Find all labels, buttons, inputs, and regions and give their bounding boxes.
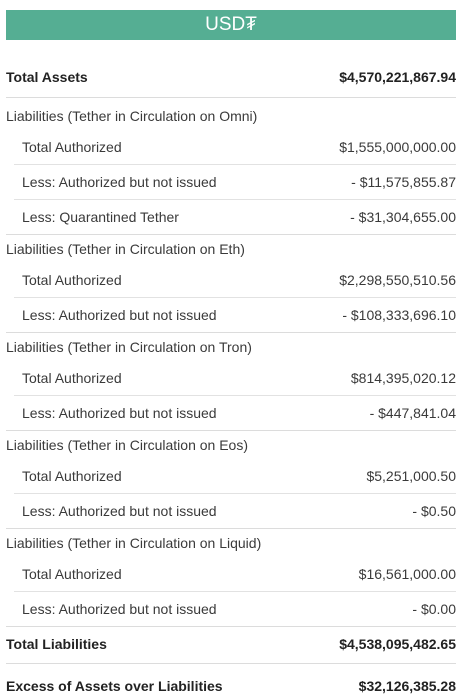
row-label: Less: Authorized but not issued	[22, 174, 217, 190]
omni-title: Liabilities (Tether in Circulation on Om…	[6, 108, 258, 124]
excess-row: Excess of Assets over Liabilities $32,12…	[6, 675, 456, 697]
divider	[14, 591, 456, 592]
divider	[6, 332, 456, 333]
omni-quarantined-row: Less: Quarantined Tether - $31,304,655.0…	[6, 206, 456, 228]
liquid-section-title: Liabilities (Tether in Circulation on Li…	[6, 532, 456, 554]
eth-title: Liabilities (Tether in Circulation on Et…	[6, 241, 245, 257]
currency-header: USD₮	[6, 10, 456, 40]
row-label: Total Authorized	[22, 566, 122, 582]
row-label: Less: Authorized but not issued	[22, 503, 217, 519]
divider	[6, 97, 456, 98]
liquid-title: Liabilities (Tether in Circulation on Li…	[6, 535, 262, 551]
divider	[6, 528, 456, 529]
row-label: Less: Quarantined Tether	[22, 209, 179, 225]
row-label: Less: Authorized but not issued	[22, 601, 217, 617]
row-label: Total Authorized	[22, 370, 122, 386]
omni-total-authorized-row: Total Authorized $1,555,000,000.00	[6, 136, 456, 158]
omni-section-title: Liabilities (Tether in Circulation on Om…	[6, 105, 456, 127]
divider	[14, 297, 456, 298]
total-liabilities-row: Total Liabilities $4,538,095,482.65	[6, 633, 456, 655]
excess-value: $32,126,385.28	[358, 678, 456, 694]
row-label: Less: Authorized but not issued	[22, 307, 217, 323]
tron-title: Liabilities (Tether in Circulation on Tr…	[6, 339, 252, 355]
row-label: Total Authorized	[22, 272, 122, 288]
eos-section-title: Liabilities (Tether in Circulation on Eo…	[6, 434, 456, 456]
divider	[14, 395, 456, 396]
eth-total-authorized-row: Total Authorized $2,298,550,510.56	[6, 269, 456, 291]
total-assets-value: $4,570,221,867.94	[339, 69, 456, 85]
total-liabilities-value: $4,538,095,482.65	[339, 636, 456, 652]
divider	[6, 234, 456, 235]
row-value: - $31,304,655.00	[350, 209, 456, 225]
divider	[6, 663, 456, 664]
divider	[14, 164, 456, 165]
liquid-not-issued-row: Less: Authorized but not issued - $0.00	[6, 598, 456, 620]
eth-section-title: Liabilities (Tether in Circulation on Et…	[6, 238, 456, 260]
row-label: Less: Authorized but not issued	[22, 405, 217, 421]
eos-title: Liabilities (Tether in Circulation on Eo…	[6, 437, 248, 453]
row-label: Total Authorized	[22, 139, 122, 155]
excess-label: Excess of Assets over Liabilities	[6, 678, 223, 694]
eth-not-issued-row: Less: Authorized but not issued - $108,3…	[6, 304, 456, 326]
total-liabilities-label: Total Liabilities	[6, 636, 107, 652]
row-value: $1,555,000,000.00	[339, 139, 456, 155]
total-assets-row: Total Assets $4,570,221,867.94	[6, 66, 456, 88]
divider	[6, 626, 456, 627]
divider	[6, 430, 456, 431]
row-value: $5,251,000.50	[366, 468, 456, 484]
liquid-total-authorized-row: Total Authorized $16,561,000.00	[6, 563, 456, 585]
tron-section-title: Liabilities (Tether in Circulation on Tr…	[6, 336, 456, 358]
row-value: $814,395,020.12	[350, 370, 456, 386]
divider	[14, 493, 456, 494]
divider	[14, 199, 456, 200]
row-value: - $0.50	[412, 503, 456, 519]
omni-not-issued-row: Less: Authorized but not issued - $11,57…	[6, 171, 456, 193]
row-value: - $447,841.04	[369, 405, 456, 421]
row-label: Total Authorized	[22, 468, 122, 484]
tron-not-issued-row: Less: Authorized but not issued - $447,8…	[6, 402, 456, 424]
row-value: - $0.00	[412, 601, 456, 617]
row-value: - $108,333,696.10	[342, 307, 456, 323]
eos-not-issued-row: Less: Authorized but not issued - $0.50	[6, 500, 456, 522]
total-assets-label: Total Assets	[6, 69, 88, 85]
tron-total-authorized-row: Total Authorized $814,395,020.12	[6, 367, 456, 389]
eos-total-authorized-row: Total Authorized $5,251,000.50	[6, 465, 456, 487]
row-value: $2,298,550,510.56	[339, 272, 456, 288]
row-value: - $11,575,855.87	[351, 174, 456, 190]
row-value: $16,561,000.00	[358, 566, 456, 582]
